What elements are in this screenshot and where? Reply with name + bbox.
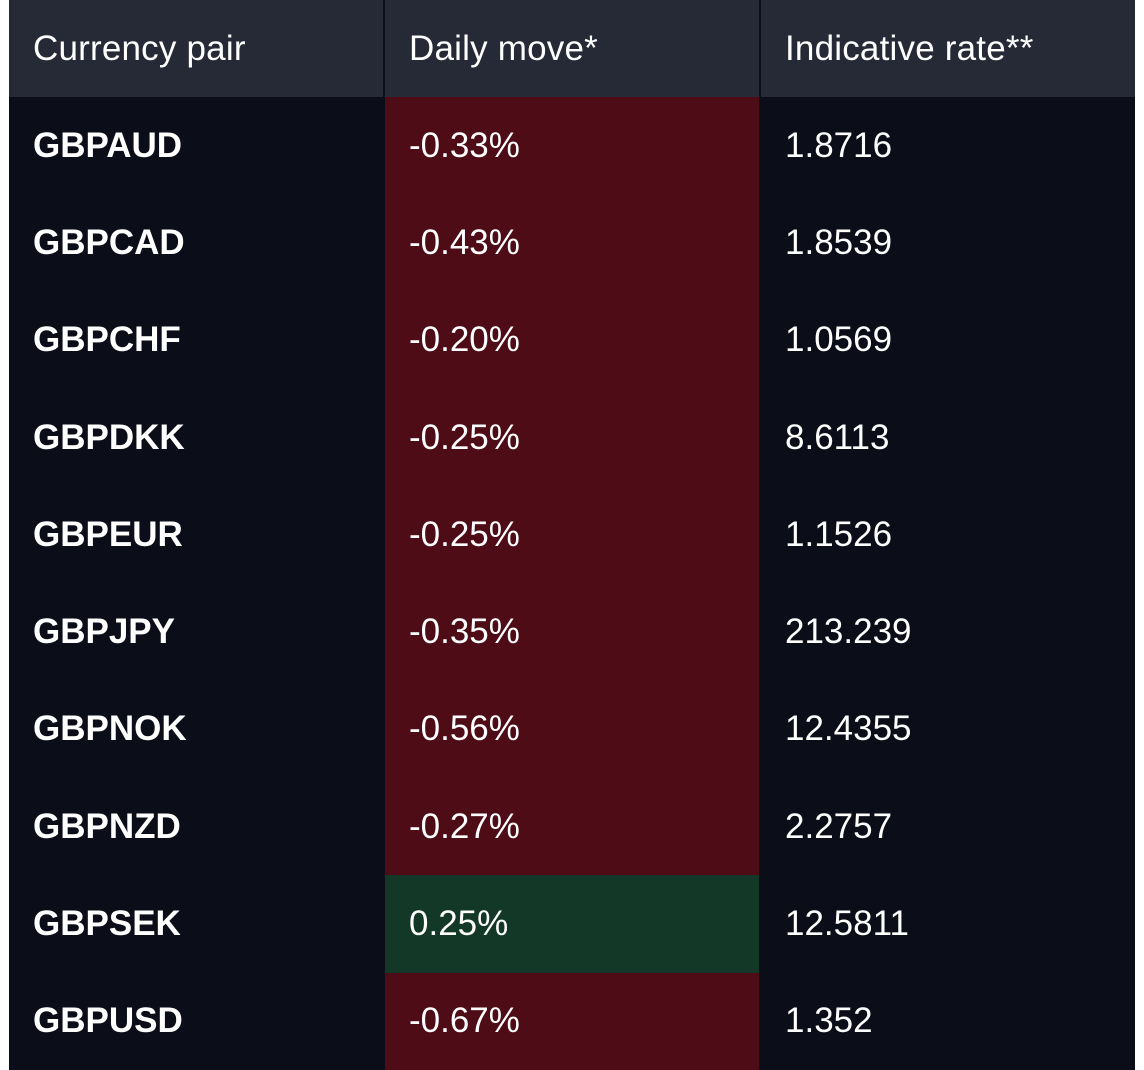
daily-move-cell: -0.27% xyxy=(385,778,759,876)
table-row: GBPEUR -0.25% 1.1526 xyxy=(9,486,1135,584)
daily-move-cell: -0.43% xyxy=(385,194,759,292)
column-divider xyxy=(759,0,761,97)
indicative-rate-cell: 1.0569 xyxy=(759,291,1135,389)
table-body: GBPAUD -0.33% 1.8716 GBPCAD -0.43% 1.8539 GBPC… xyxy=(9,97,1135,1070)
currency-pair-cell: GBPNOK xyxy=(9,680,385,779)
table-row: GBPCAD -0.43% 1.8539 xyxy=(9,194,1135,292)
indicative-rate-cell: 8.6113 xyxy=(759,388,1135,487)
table-row: GBPJPY -0.35% 213.239 xyxy=(9,583,1135,681)
daily-move-cell: -0.56% xyxy=(385,680,759,779)
daily-move-cell: -0.25% xyxy=(385,388,759,487)
currency-pair-cell: GBPEUR xyxy=(9,486,385,584)
table-row: GBPCHF -0.20% 1.0569 xyxy=(9,291,1135,389)
table-row: GBPUSD -0.67% 1.352 xyxy=(9,972,1135,1070)
column-header-daily-move: Daily move* xyxy=(409,28,598,68)
indicative-rate-cell: 1.8539 xyxy=(759,194,1135,292)
currency-pair-cell: GBPSEK xyxy=(9,875,385,973)
table-row: GBPNOK -0.56% 12.4355 xyxy=(9,680,1135,779)
table-row: GBPAUD -0.33% 1.8716 xyxy=(9,97,1135,195)
indicative-rate-cell: 213.239 xyxy=(759,583,1135,681)
daily-move-cell: -0.20% xyxy=(385,291,759,389)
indicative-rate-cell: 12.5811 xyxy=(759,875,1135,973)
indicative-rate-cell: 1.1526 xyxy=(759,486,1135,584)
table-row: GBPNZD -0.27% 2.2757 xyxy=(9,778,1135,876)
daily-move-cell: -0.33% xyxy=(385,97,759,195)
fx-rates-table: Currency pair Daily move* Indicative rat… xyxy=(9,0,1135,1070)
column-divider xyxy=(383,0,385,97)
currency-pair-cell: GBPNZD xyxy=(9,778,385,876)
indicative-rate-cell: 1.8716 xyxy=(759,97,1135,195)
table-row: GBPDKK -0.25% 8.6113 xyxy=(9,388,1135,487)
daily-move-cell: -0.25% xyxy=(385,486,759,584)
currency-pair-cell: GBPUSD xyxy=(9,972,385,1070)
column-header-indicative-rate: Indicative rate** xyxy=(785,28,1034,68)
daily-move-cell: 0.25% xyxy=(385,875,759,973)
currency-pair-cell: GBPDKK xyxy=(9,388,385,487)
daily-move-cell: -0.67% xyxy=(385,972,759,1070)
currency-pair-cell: GBPCHF xyxy=(9,291,385,389)
indicative-rate-cell: 2.2757 xyxy=(759,778,1135,876)
currency-pair-cell: GBPAUD xyxy=(9,97,385,195)
column-header-currency-pair: Currency pair xyxy=(33,28,246,68)
table-header-row: Currency pair Daily move* Indicative rat… xyxy=(9,0,1135,97)
indicative-rate-cell: 1.352 xyxy=(759,972,1135,1070)
table-row: GBPSEK 0.25% 12.5811 xyxy=(9,875,1135,973)
currency-pair-cell: GBPJPY xyxy=(9,583,385,681)
currency-pair-cell: GBPCAD xyxy=(9,194,385,292)
indicative-rate-cell: 12.4355 xyxy=(759,680,1135,779)
daily-move-cell: -0.35% xyxy=(385,583,759,681)
